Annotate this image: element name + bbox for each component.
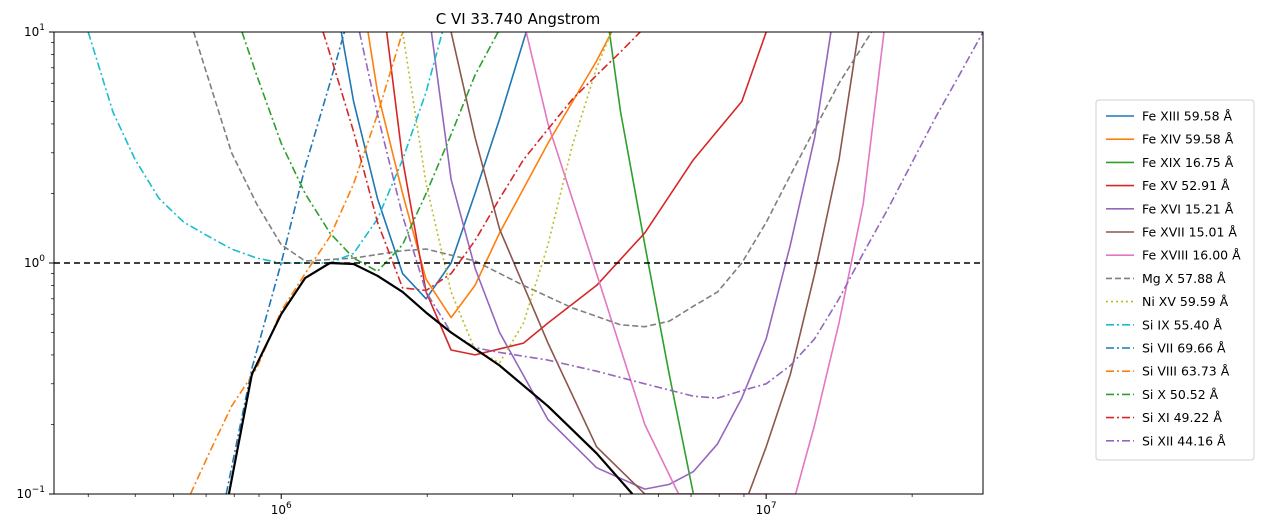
legend-label: Ni XV 59.59 Å (1142, 294, 1229, 309)
legend-label: Mg X 57.88 Å (1142, 271, 1226, 286)
legend-label: Fe XIII 59.58 Å (1142, 109, 1233, 124)
legend: Fe XIII 59.58 Å Fe XIV 59.58 Å Fe XIX 16.7… (1095, 99, 1255, 461)
y-tick-label: 101 (24, 23, 45, 39)
series-line-10 (87, 32, 444, 264)
legend-label: Fe XVII 15.01 Å (1142, 225, 1237, 240)
plot-area (54, 32, 983, 494)
series-line-8 (192, 32, 873, 328)
legend-label: Fe XIX 16.75 Å (1142, 155, 1234, 170)
series-line-12 (189, 32, 404, 494)
legend-label: Fe XV 52.91 Å (1142, 178, 1230, 193)
y-tick-label: 100 (24, 254, 45, 270)
series-line-15 (358, 32, 983, 399)
legend-label: Si VII 69.66 Å (1142, 341, 1226, 356)
series-line-11 (225, 32, 346, 494)
series-line-13 (241, 32, 499, 273)
y-tick-label: 10−1 (16, 485, 45, 501)
series-line-9 (401, 32, 613, 364)
series-line-1 (340, 32, 527, 300)
legend-label: Fe XVIII 16.00 Å (1142, 248, 1241, 263)
legend-box (1095, 99, 1255, 461)
legend-label: Fe XVI 15.21 Å (1142, 201, 1234, 216)
x-tick-label: 107 (756, 501, 777, 517)
envelope-line (227, 261, 634, 494)
axes: 106 107 10−1 100 101 (16, 23, 913, 517)
legend-label: Si XI 49.22 Å (1142, 410, 1222, 425)
series-line-3 (608, 32, 695, 494)
chart-title: C VI 33.740 Angstrom (436, 10, 601, 28)
series-line-6 (450, 32, 860, 494)
x-tick-label: 106 (271, 501, 292, 517)
series-line-14 (322, 32, 641, 292)
legend-label: Si VIII 63.73 Å (1142, 364, 1230, 379)
series-line-5 (430, 32, 832, 490)
series-line-7 (525, 32, 885, 494)
legend-label: Si IX 55.40 Å (1142, 317, 1222, 332)
legend-label: Fe XIV 59.58 Å (1142, 132, 1234, 147)
series-group (54, 32, 983, 494)
series-line-4 (385, 32, 767, 356)
legend-label: Si XII 44.16 Å (1142, 433, 1226, 448)
legend-label: Si X 50.52 Å (1142, 387, 1219, 402)
series-line-2 (367, 32, 613, 319)
